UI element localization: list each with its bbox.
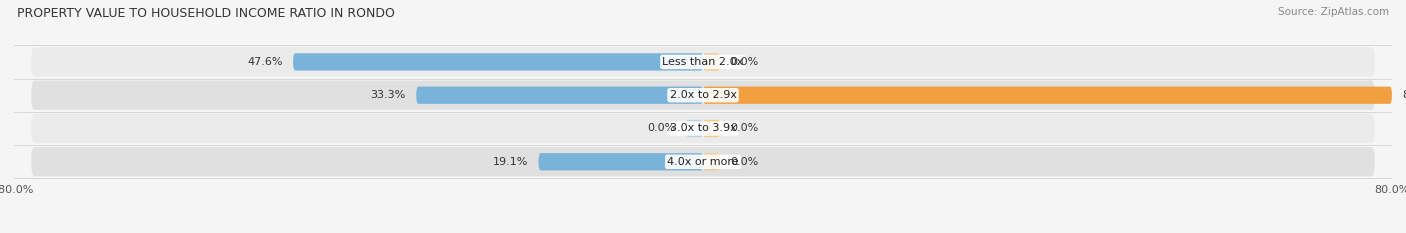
Text: PROPERTY VALUE TO HOUSEHOLD INCOME RATIO IN RONDO: PROPERTY VALUE TO HOUSEHOLD INCOME RATIO…	[17, 7, 395, 20]
Text: 19.1%: 19.1%	[494, 157, 529, 167]
Text: 2.0x to 2.9x: 2.0x to 2.9x	[669, 90, 737, 100]
FancyBboxPatch shape	[31, 114, 1375, 143]
Text: 0.0%: 0.0%	[731, 157, 759, 167]
Text: 80.0%: 80.0%	[1402, 90, 1406, 100]
FancyBboxPatch shape	[703, 120, 720, 137]
Text: 0.0%: 0.0%	[731, 57, 759, 67]
FancyBboxPatch shape	[703, 86, 1392, 104]
Text: 0.0%: 0.0%	[731, 123, 759, 134]
FancyBboxPatch shape	[703, 153, 720, 170]
Text: 0.0%: 0.0%	[647, 123, 675, 134]
FancyBboxPatch shape	[31, 47, 1375, 77]
Text: 33.3%: 33.3%	[371, 90, 406, 100]
Text: Source: ZipAtlas.com: Source: ZipAtlas.com	[1278, 7, 1389, 17]
Text: Less than 2.0x: Less than 2.0x	[662, 57, 744, 67]
Text: 47.6%: 47.6%	[247, 57, 283, 67]
FancyBboxPatch shape	[31, 147, 1375, 176]
FancyBboxPatch shape	[538, 153, 703, 170]
FancyBboxPatch shape	[686, 120, 703, 137]
Text: 4.0x or more: 4.0x or more	[668, 157, 738, 167]
Text: 3.0x to 3.9x: 3.0x to 3.9x	[669, 123, 737, 134]
FancyBboxPatch shape	[292, 53, 703, 71]
FancyBboxPatch shape	[416, 86, 703, 104]
FancyBboxPatch shape	[31, 81, 1375, 110]
Legend: Without Mortgage, With Mortgage: Without Mortgage, With Mortgage	[582, 230, 824, 233]
FancyBboxPatch shape	[703, 53, 720, 71]
